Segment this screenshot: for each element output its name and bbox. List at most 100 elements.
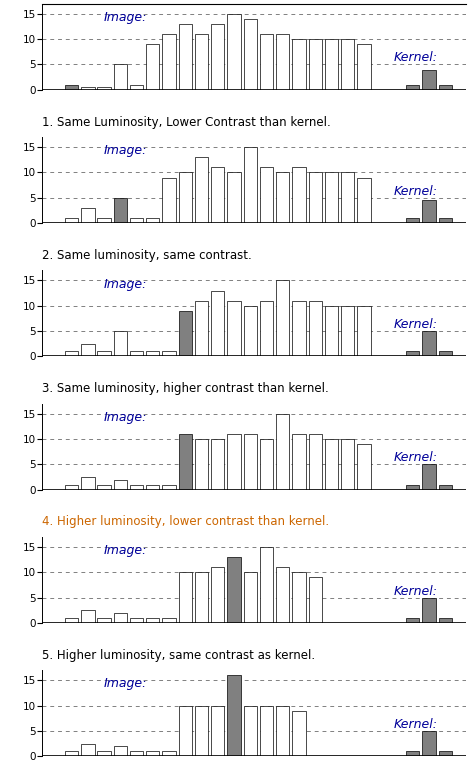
Bar	[292, 434, 306, 489]
Bar	[65, 84, 78, 90]
Bar	[211, 167, 225, 223]
Bar	[65, 751, 78, 756]
Text: 4. Higher luminosity, lower contrast than kernel.: 4. Higher luminosity, lower contrast tha…	[42, 515, 330, 528]
Bar	[341, 173, 354, 223]
Bar	[146, 751, 160, 756]
Text: 1. Same Luminosity, Lower Contrast than kernel.: 1. Same Luminosity, Lower Contrast than …	[42, 116, 331, 128]
Bar	[162, 618, 176, 623]
Bar	[211, 567, 225, 623]
Bar	[65, 351, 78, 356]
Bar	[439, 351, 452, 356]
Bar	[65, 618, 78, 623]
Text: Image:: Image:	[104, 144, 147, 157]
Text: 5. Higher luminosity, same contrast as kernel.: 5. Higher luminosity, same contrast as k…	[42, 649, 316, 662]
Bar	[406, 84, 419, 90]
Bar	[244, 19, 257, 90]
Bar	[130, 351, 143, 356]
Bar	[309, 434, 322, 489]
Bar	[406, 351, 419, 356]
Bar	[406, 485, 419, 489]
Text: Image:: Image:	[104, 677, 147, 690]
Bar	[422, 597, 436, 623]
Bar	[439, 84, 452, 90]
Bar	[179, 311, 192, 356]
Bar	[422, 70, 436, 90]
Bar	[439, 485, 452, 489]
Text: Kernel:: Kernel:	[393, 52, 437, 65]
Bar	[309, 40, 322, 90]
Text: Kernel:: Kernel:	[393, 318, 437, 331]
Bar	[211, 290, 225, 356]
Bar	[422, 731, 436, 756]
Bar	[114, 198, 127, 223]
Bar	[97, 618, 111, 623]
Bar	[439, 751, 452, 756]
Bar	[146, 44, 160, 90]
Text: Image:: Image:	[104, 11, 147, 24]
Bar	[292, 572, 306, 623]
Bar	[179, 24, 192, 90]
Bar	[357, 444, 371, 489]
Bar	[276, 413, 289, 489]
Bar	[114, 613, 127, 623]
Bar	[325, 439, 338, 489]
Bar	[325, 40, 338, 90]
Text: Image:: Image:	[104, 544, 147, 557]
Bar	[325, 173, 338, 223]
Bar	[195, 301, 208, 356]
Bar	[179, 434, 192, 489]
Bar	[244, 306, 257, 356]
Text: Kernel:: Kernel:	[393, 185, 437, 198]
Bar	[162, 485, 176, 489]
Bar	[260, 34, 273, 90]
Bar	[114, 746, 127, 756]
Bar	[309, 173, 322, 223]
Text: Kernel:: Kernel:	[393, 718, 437, 731]
Text: 3. Same luminosity, higher contrast than kernel.: 3. Same luminosity, higher contrast than…	[42, 382, 329, 395]
Bar	[65, 218, 78, 223]
Bar	[81, 87, 95, 90]
Bar	[195, 157, 208, 223]
Bar	[81, 477, 95, 489]
Bar	[422, 464, 436, 489]
Bar	[227, 14, 241, 90]
Bar	[162, 178, 176, 223]
Bar	[179, 173, 192, 223]
Bar	[65, 485, 78, 489]
Bar	[276, 173, 289, 223]
Bar	[292, 301, 306, 356]
Bar	[276, 705, 289, 756]
Bar	[422, 201, 436, 223]
Bar	[422, 331, 436, 356]
Text: Kernel:: Kernel:	[393, 451, 437, 464]
Bar	[292, 711, 306, 756]
Bar	[439, 218, 452, 223]
Bar	[146, 218, 160, 223]
Bar	[309, 301, 322, 356]
Bar	[97, 87, 111, 90]
Bar	[341, 306, 354, 356]
Bar	[357, 306, 371, 356]
Bar	[195, 34, 208, 90]
Bar	[292, 167, 306, 223]
Bar	[227, 676, 241, 756]
Bar	[130, 751, 143, 756]
Bar	[130, 618, 143, 623]
Bar	[130, 84, 143, 90]
Bar	[244, 434, 257, 489]
Bar	[260, 439, 273, 489]
Bar	[260, 547, 273, 623]
Bar	[97, 218, 111, 223]
Bar	[81, 208, 95, 223]
Bar	[276, 567, 289, 623]
Bar	[276, 280, 289, 356]
Bar	[406, 218, 419, 223]
Bar	[162, 351, 176, 356]
Bar	[130, 485, 143, 489]
Bar	[179, 705, 192, 756]
Bar	[211, 24, 225, 90]
Bar	[260, 167, 273, 223]
Bar	[406, 618, 419, 623]
Text: 2. Same luminosity, same contrast.: 2. Same luminosity, same contrast.	[42, 249, 252, 262]
Text: Image:: Image:	[104, 277, 147, 290]
